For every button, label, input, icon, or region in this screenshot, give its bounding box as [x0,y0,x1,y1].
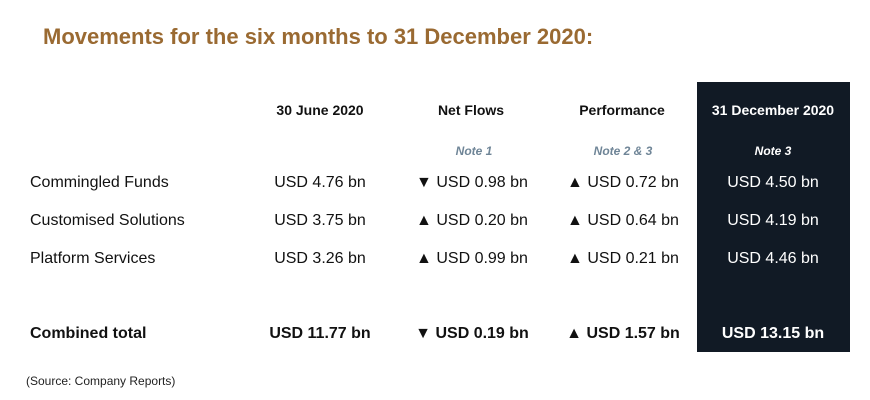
row-label: Commingled Funds [30,174,169,191]
page-title: Movements for the six months to 31 Decem… [43,24,594,49]
column-note: Note 2 & 3 [593,144,653,158]
source-note: (Source: Company Reports) [26,374,176,388]
highlight-column-background [697,82,850,352]
cell: ▲ USD 0.72 bn [567,174,679,191]
cell: USD 3.26 bn [274,250,366,267]
cell: USD 4.76 bn [274,174,366,191]
cell: ▲ USD 1.57 bn [566,325,680,342]
cell: ▼ USD 0.19 bn [415,325,529,342]
cell: USD 3.75 bn [274,212,366,229]
column-note: Note 3 [754,144,792,158]
cell: USD 4.19 bn [727,212,819,229]
cell: ▲ USD 0.99 bn [416,250,528,267]
column-header: 30 June 2020 [276,102,364,118]
column-header: Net Flows [437,102,505,118]
row-label: Customised Solutions [30,212,185,229]
row-label: Combined total [30,325,147,342]
cell: USD 4.50 bn [727,174,819,191]
cell: ▲ USD 0.21 bn [567,250,679,267]
cell: ▲ USD 0.64 bn [567,212,679,229]
cell: ▲ USD 0.20 bn [416,212,528,229]
column-note: Note 1 [455,144,493,158]
column-header: 31 December 2020 [711,102,835,118]
cell: USD 13.15 bn [721,325,825,342]
cell: ▼ USD 0.98 bn [416,174,528,191]
cell: USD 4.46 bn [727,250,819,267]
column-header: Performance [579,102,665,118]
cell: USD 11.77 bn [269,325,371,342]
row-label: Platform Services [30,250,156,267]
